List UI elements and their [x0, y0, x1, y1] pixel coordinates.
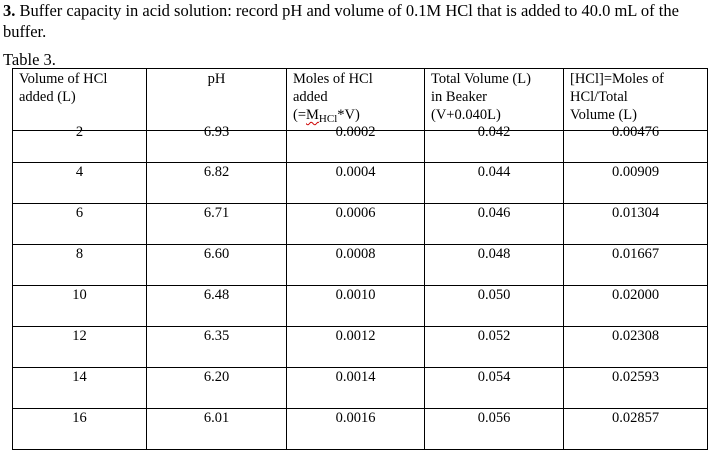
header-hcl-concentration: [HCl]=Moles of HCl/Total Volume (L) — [563, 68, 708, 131]
cell-total-volume: 0.050 — [424, 285, 564, 327]
cell-moles: 0.0010 — [286, 285, 425, 327]
table-header-row: Volume of HCl added (L) pH Moles of HCl … — [12, 68, 708, 131]
cell-concentration: 0.00476 — [563, 124, 708, 163]
table-row: 10 6.48 0.0010 0.050 0.02000 — [12, 285, 708, 327]
table-row: 16 6.01 0.0016 0.056 0.02857 — [12, 408, 708, 450]
cell-moles: 0.0012 — [286, 326, 425, 368]
cell-ph: 6.60 — [146, 244, 287, 286]
cell-ph: 6.20 — [146, 367, 287, 409]
table-caption: Table 3. — [3, 50, 56, 69]
cell-moles: 0.0008 — [286, 244, 425, 286]
cell-volume: 10 — [12, 285, 147, 327]
cell-ph: 6.93 — [146, 124, 287, 163]
table-row: 14 6.20 0.0014 0.054 0.02593 — [12, 367, 708, 409]
cell-moles: 0.0014 — [286, 367, 425, 409]
cell-concentration: 0.02857 — [563, 408, 708, 450]
cell-total-volume: 0.042 — [424, 124, 564, 163]
cell-total-volume: 0.056 — [424, 408, 564, 450]
cell-concentration: 0.00909 — [563, 162, 708, 204]
cell-total-volume: 0.044 — [424, 162, 564, 204]
header-total-volume: Total Volume (L) in Beaker (V+0.040L) — [424, 68, 564, 131]
cell-concentration: 0.01304 — [563, 203, 708, 245]
cell-ph: 6.82 — [146, 162, 287, 204]
cell-total-volume: 0.046 — [424, 203, 564, 245]
cell-ph: 6.71 — [146, 203, 287, 245]
cell-moles: 0.0016 — [286, 408, 425, 450]
header-volume-hcl: Volume of HCl added (L) — [12, 68, 147, 131]
table-row: 12 6.35 0.0012 0.052 0.02308 — [12, 326, 708, 368]
section-number: 3. — [3, 1, 16, 20]
header-moles-hcl: Moles of HCl added (=MHCl*V) — [286, 68, 425, 131]
cell-volume: 2 — [12, 124, 147, 163]
cell-total-volume: 0.052 — [424, 326, 564, 368]
cell-moles: 0.0002 — [286, 124, 425, 163]
table-row: 6 6.71 0.0006 0.046 0.01304 — [12, 203, 708, 245]
buffer-capacity-table: Volume of HCl added (L) pH Moles of HCl … — [12, 68, 708, 450]
cell-volume: 16 — [12, 408, 147, 450]
spellcheck-underline: MHCl — [306, 107, 338, 125]
table-row: 2 6.93 0.0002 0.042 0.00476 — [12, 124, 708, 163]
cell-concentration: 0.02308 — [563, 326, 708, 368]
cell-concentration: 0.02593 — [563, 367, 708, 409]
cell-total-volume: 0.048 — [424, 244, 564, 286]
cell-total-volume: 0.054 — [424, 367, 564, 409]
cell-concentration: 0.02000 — [563, 285, 708, 327]
cell-volume: 6 — [12, 203, 147, 245]
cell-concentration: 0.01667 — [563, 244, 708, 286]
table-row: 8 6.60 0.0008 0.048 0.01667 — [12, 244, 708, 286]
cell-moles: 0.0006 — [286, 203, 425, 245]
table-row: 4 6.82 0.0004 0.044 0.00909 — [12, 162, 708, 204]
section-heading-text: Buffer capacity in acid solution: record… — [3, 1, 679, 41]
cell-volume: 14 — [12, 367, 147, 409]
cell-ph: 6.35 — [146, 326, 287, 368]
header-ph: pH — [146, 68, 287, 131]
cell-ph: 6.01 — [146, 408, 287, 450]
cell-moles: 0.0004 — [286, 162, 425, 204]
cell-volume: 8 — [12, 244, 147, 286]
section-heading: 3. Buffer capacity in acid solution: rec… — [3, 0, 707, 42]
cell-volume: 12 — [12, 326, 147, 368]
cell-ph: 6.48 — [146, 285, 287, 327]
cell-volume: 4 — [12, 162, 147, 204]
